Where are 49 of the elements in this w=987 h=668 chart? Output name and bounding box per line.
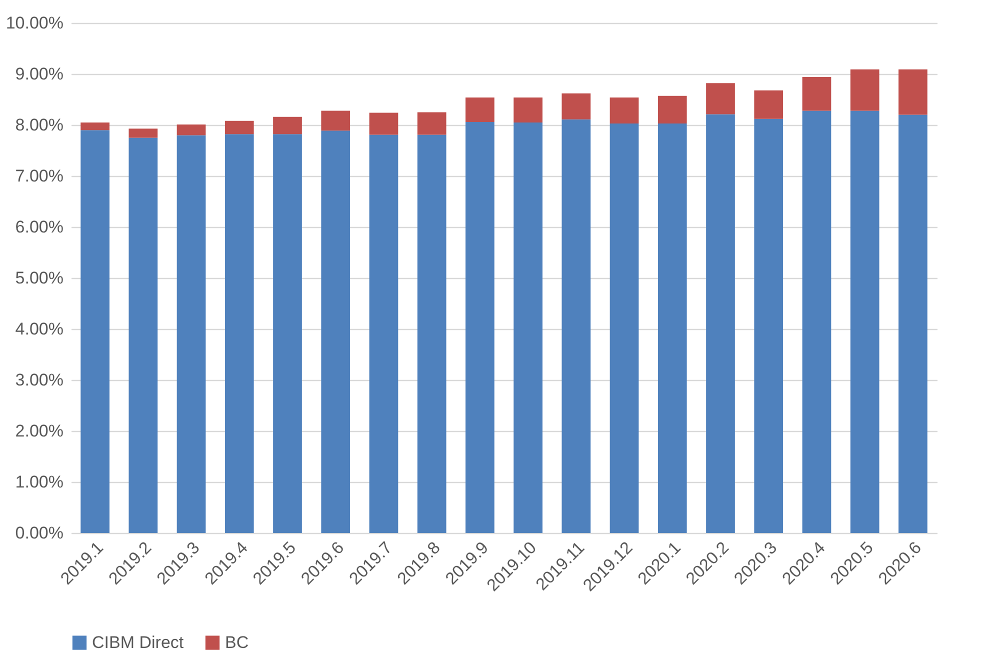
bar — [466, 97, 494, 122]
bar — [321, 110, 350, 131]
y-tick-label: 1.00% — [15, 472, 64, 492]
bar — [176, 124, 206, 136]
bar — [562, 93, 591, 120]
bar — [898, 114, 928, 533]
bar — [273, 116, 302, 134]
bar — [273, 134, 302, 533]
bar — [802, 77, 832, 111]
y-tick-label: 4.00% — [15, 320, 64, 338]
bar — [80, 130, 110, 533]
bar — [754, 118, 784, 533]
y-tick-label: 2.00% — [15, 422, 64, 440]
y-tick-label: 8.00% — [15, 116, 64, 134]
bar — [850, 110, 880, 533]
y-tick-label: 9.00% — [15, 64, 64, 84]
bar — [754, 90, 784, 119]
bar — [417, 134, 446, 533]
bar — [610, 123, 639, 533]
bar — [224, 134, 254, 533]
y-tick-label: 0.00% — [15, 524, 64, 542]
bar — [417, 112, 446, 135]
bar — [224, 120, 254, 134]
bar — [128, 138, 158, 533]
bar — [514, 122, 542, 533]
bar — [658, 123, 687, 533]
bar — [466, 122, 494, 533]
bar — [898, 69, 928, 115]
bar — [369, 112, 398, 135]
bar — [321, 130, 350, 533]
bar — [80, 122, 110, 130]
y-tick-label: 10.00% — [6, 14, 64, 32]
y-tick-label: 6.00% — [15, 218, 64, 236]
bar — [176, 135, 206, 533]
bar — [514, 97, 542, 122]
bar — [562, 119, 591, 533]
bar — [706, 83, 735, 114]
y-tick-label: 5.00% — [15, 268, 64, 288]
y-tick-label: 3.00% — [15, 370, 64, 390]
bar — [610, 97, 639, 124]
legend-label: BC — [225, 632, 249, 652]
y-tick-label: 7.00% — [15, 166, 64, 186]
legend-label: CIBM Direct — [92, 632, 184, 652]
bar — [369, 134, 398, 533]
bar — [658, 96, 687, 124]
bar — [128, 128, 158, 138]
bar — [850, 69, 880, 111]
bar — [802, 110, 832, 533]
bar — [706, 114, 735, 533]
